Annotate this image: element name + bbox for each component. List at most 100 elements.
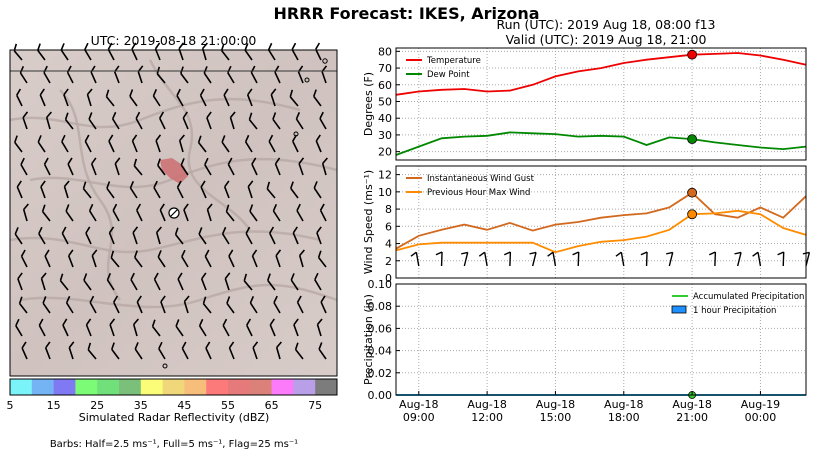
barb-feather	[41, 204, 46, 212]
barb-feather	[640, 251, 648, 256]
barb-staff	[40, 186, 46, 199]
wind-barb	[153, 272, 161, 291]
wind-barb	[89, 295, 97, 314]
x-tick-label-date: Aug-18	[672, 398, 711, 411]
wind-barb	[109, 318, 116, 337]
wind-barb	[319, 203, 327, 222]
series-line-1	[395, 191, 807, 250]
barb-feather	[40, 272, 47, 280]
barb-feather	[38, 318, 44, 326]
barb-feather	[777, 251, 785, 256]
valid-time-marker	[687, 187, 698, 198]
barb-feather	[203, 66, 208, 74]
wind-barb	[106, 272, 115, 291]
colorbar-swatch	[140, 379, 163, 395]
wind-barb	[272, 203, 281, 222]
wind-barb	[65, 295, 74, 314]
wind-barb	[314, 272, 322, 291]
barb-feather	[67, 157, 73, 165]
barb-staff	[112, 210, 120, 222]
colorbar-swatch	[53, 379, 76, 395]
wind-barb	[14, 227, 23, 245]
barb-staff	[267, 49, 276, 61]
barb-staff	[200, 278, 207, 291]
barb-feather	[157, 250, 162, 258]
x-tick-label-date: Aug-19	[741, 398, 780, 411]
wind-barb	[319, 111, 327, 130]
barb-staff	[226, 302, 235, 314]
barb-feather	[91, 249, 98, 257]
wind-barb	[290, 273, 299, 291]
barb-staff	[21, 347, 28, 360]
colorbar-swatch	[228, 379, 251, 395]
barb-feather	[135, 111, 141, 119]
barb-staff	[129, 187, 138, 199]
barb-feather	[267, 42, 273, 51]
wind-barb	[320, 295, 327, 314]
barb-feather	[106, 181, 111, 189]
y-axis-label: Precipitation (in)	[362, 294, 375, 385]
barb-feather	[111, 111, 117, 120]
x-tick-label-time: 00:00	[745, 411, 777, 424]
barb-staff	[316, 324, 322, 337]
barb-staff	[152, 95, 161, 107]
x-tick-label-time: 18:00	[608, 411, 640, 424]
barb-staff	[176, 186, 184, 199]
barb-staff	[221, 141, 230, 153]
wind-barb	[113, 295, 120, 314]
wind-barb	[296, 203, 304, 222]
valid-line: Valid (UTC): 2019 Aug 18, 21:00	[505, 32, 707, 47]
x-tick-label-time: 15:00	[540, 411, 572, 424]
wind-barb	[136, 203, 143, 222]
barb-feather	[133, 158, 138, 167]
wind-barb	[313, 181, 322, 199]
y-tick-label: 70	[378, 62, 392, 75]
wind-barb	[221, 226, 230, 245]
barb-staff	[290, 187, 299, 199]
barb-feather	[276, 341, 282, 348]
barb-staff	[180, 164, 189, 176]
wind-barb	[316, 226, 322, 245]
x-tick-label-date: Aug-18	[536, 398, 575, 411]
barb-feather	[108, 226, 115, 234]
wind-barb	[734, 251, 742, 267]
barb-feather	[15, 318, 20, 327]
barb-feather	[247, 180, 254, 188]
barb-staff	[221, 233, 230, 245]
barb-staff	[247, 186, 253, 199]
barb-staff	[321, 163, 327, 176]
barb-feather	[244, 43, 249, 51]
y-tick-label: 2	[385, 255, 392, 268]
wind-barb	[67, 249, 74, 268]
legend-swatch	[671, 305, 687, 314]
barb-feather	[156, 226, 162, 233]
barb-staff	[130, 279, 138, 291]
barb-staff	[291, 49, 299, 61]
wind-barb	[20, 157, 28, 176]
wind-barb	[228, 249, 235, 268]
barb-feather	[61, 134, 66, 143]
wind-barb	[246, 88, 253, 107]
barb-staff	[37, 49, 46, 61]
barb-staff	[106, 279, 115, 291]
city-dot	[293, 131, 299, 137]
wind-barb	[21, 341, 28, 360]
wind-barb	[291, 42, 299, 61]
wind-barb	[227, 65, 235, 84]
barb-feather	[222, 318, 228, 326]
barb-feather	[270, 88, 277, 96]
barb-staff	[37, 141, 46, 153]
barb-staff	[321, 71, 327, 84]
barb-feather	[108, 134, 114, 142]
barb-staff	[174, 234, 184, 245]
barb-staff	[105, 96, 115, 107]
wind-barb	[225, 204, 235, 222]
wind-barb	[266, 181, 276, 199]
barb-staff	[85, 324, 92, 337]
barb-feather	[275, 249, 282, 257]
wind-barb	[157, 250, 166, 268]
barb-staff	[175, 325, 184, 337]
wind-barb	[183, 203, 189, 222]
y-tick-label: 10	[378, 186, 392, 199]
y-axis-label: Degrees (F)	[362, 72, 375, 136]
